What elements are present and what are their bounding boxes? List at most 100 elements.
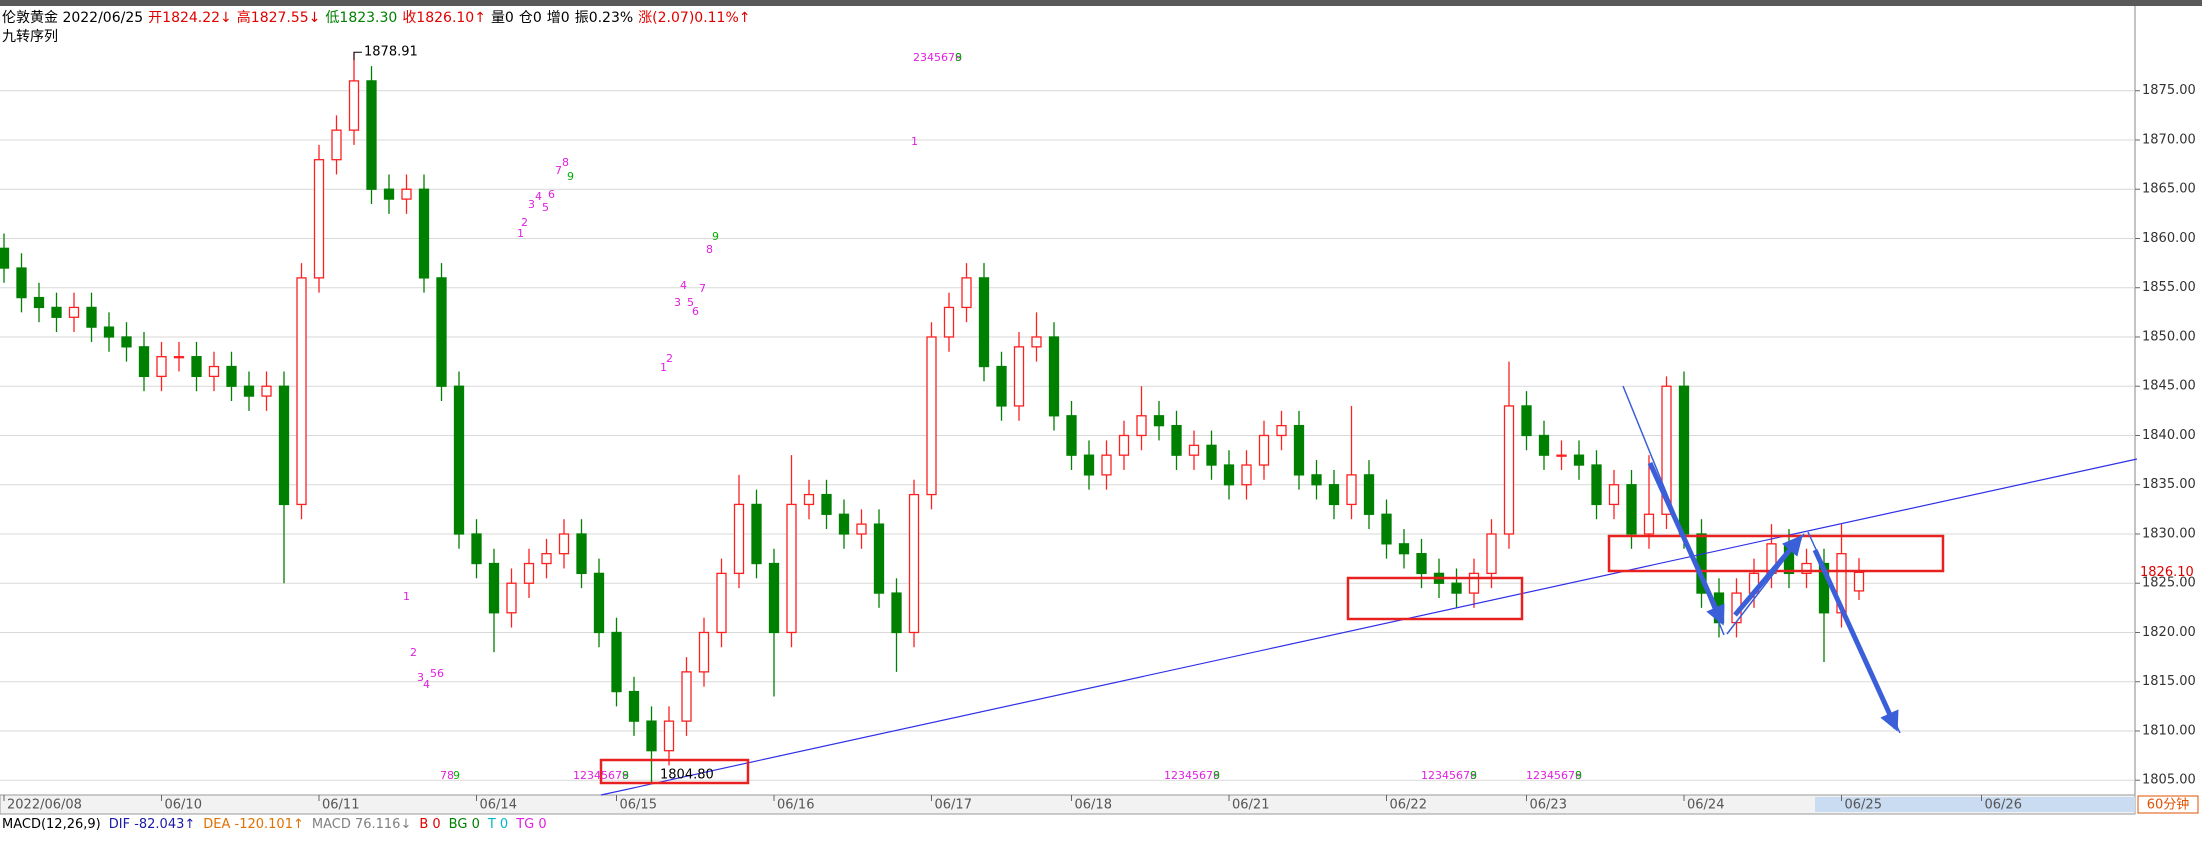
x-tick-label: 06/25 — [1845, 798, 1882, 813]
y-tick-label: 1865.00 — [2142, 182, 2196, 197]
y-tick-label: 1855.00 — [2142, 280, 2196, 295]
low-label: 1804.80 — [660, 768, 714, 783]
signal-digit: 8 — [706, 243, 713, 256]
drawing-overlay — [599, 385, 2138, 796]
header: 伦敦黄金 2022/06/25 开1824.22↓ 高1827.55↓ 低1823.3… — [2, 9, 751, 26]
candle-body — [768, 562, 780, 634]
candle-body — [1486, 533, 1497, 575]
signal-digit: 3 — [674, 296, 681, 309]
candle-body — [523, 562, 535, 584]
date-highlight — [1815, 797, 2135, 812]
candle-body — [1083, 454, 1095, 476]
y-tick-label: 1805.00 — [2142, 773, 2196, 788]
candle-body — [1643, 513, 1655, 535]
y-tick-label: 1870.00 — [2142, 132, 2196, 147]
candle-body — [698, 631, 710, 673]
signal-digit: 2345678 — [913, 51, 962, 64]
candle-body — [1556, 454, 1567, 457]
signal-digit: 7 — [699, 282, 706, 295]
indicator-segment: B 0 — [419, 817, 440, 832]
candle-body — [663, 720, 675, 752]
candle-body — [628, 690, 640, 722]
candle-body — [1451, 582, 1462, 594]
candle-body — [1853, 571, 1865, 592]
indicator-segment: TG 0 — [515, 817, 546, 832]
x-tick-label: 06/22 — [1390, 798, 1427, 813]
candle-body — [996, 365, 1007, 407]
top-bar — [0, 0, 2202, 6]
signal-digit: 4 — [423, 678, 430, 691]
candle-body — [1241, 464, 1252, 486]
candle-body — [348, 80, 360, 131]
candle-body — [838, 513, 850, 535]
candle-body — [803, 493, 815, 506]
date-axis — [0, 794, 2136, 815]
signal-digit: 5 — [687, 296, 694, 309]
x-tick-label: 06/10 — [165, 798, 202, 813]
candle-body — [908, 493, 920, 634]
candle-body — [1311, 474, 1322, 486]
signal-digit: 7 — [555, 164, 562, 177]
period: 60分钟 — [2147, 797, 2190, 813]
candle-body — [1258, 434, 1270, 466]
candle-body — [593, 572, 605, 634]
candle-body — [103, 326, 115, 338]
y-tick-label: 1810.00 — [2142, 723, 2196, 738]
signal-digit: 4 — [680, 279, 687, 292]
x-tick-label: 06/17 — [935, 798, 972, 813]
header-segment: 高1827.55↓ — [237, 9, 321, 26]
candle-body — [68, 306, 80, 318]
candle-body — [1276, 424, 1287, 437]
indicator-segment: MACD 76.116↓ — [312, 817, 411, 832]
candle-body — [681, 671, 692, 722]
candle-body — [1101, 454, 1112, 476]
signal-digit: 12345678 — [1421, 769, 1477, 782]
candle-body — [471, 533, 482, 565]
subtitle: 九转序列 — [2, 29, 58, 45]
candle-body — [278, 385, 290, 506]
signal-digit: 5 — [542, 201, 549, 214]
period-box — [2137, 795, 2199, 814]
candle-body — [506, 582, 517, 614]
x-tick-label: 06/18 — [1075, 798, 1112, 813]
signal-digit: 3 — [528, 198, 535, 211]
arrow — [1812, 548, 1899, 732]
signal-digit: 1 — [517, 227, 524, 240]
header-segment: 开1824.22↓ — [148, 10, 232, 26]
candle-body — [138, 346, 150, 378]
signal-digit: 2 — [410, 646, 417, 659]
candle-body — [1468, 572, 1480, 594]
indicator-line: MACD(12,26,9) DIF -82.043↑ DEA -120.101↑ MA… — [2, 817, 547, 832]
candle-body — [313, 159, 325, 279]
candle-body — [418, 188, 430, 279]
box — [599, 758, 750, 785]
candle-body — [1206, 444, 1217, 466]
candle-body — [488, 562, 500, 614]
header-segment: 增0 — [547, 10, 570, 26]
y-tick-label: 1835.00 — [2142, 477, 2196, 492]
candle-body — [541, 553, 552, 565]
candle-body — [1416, 553, 1427, 575]
y-tick-label: 1875.00 — [2142, 83, 2196, 98]
candle-body — [943, 306, 955, 338]
candle-body — [1293, 424, 1305, 476]
candle-body — [331, 129, 342, 161]
candle-body — [33, 296, 45, 309]
x-tick-label: 06/15 — [620, 798, 657, 813]
x-tick-label: 06/23 — [1530, 798, 1567, 813]
label-layer: 1805.00 1810.00 1815.00 1820.00 1825.00 1830.… — [3, 45, 2196, 813]
candle-body — [1538, 434, 1550, 456]
candle-body — [1153, 415, 1165, 427]
x-tick-label: 2022/06/08 — [7, 798, 82, 813]
candle-body — [1118, 434, 1130, 456]
candle-body — [1503, 405, 1515, 535]
indicator-segment: BG 0 — [449, 817, 480, 832]
candle-body — [1573, 454, 1585, 466]
high-marker — [353, 51, 362, 61]
candle-body — [786, 503, 797, 634]
candle-body — [383, 188, 395, 200]
candle-body — [873, 523, 885, 594]
high-label: 1878.91 — [364, 45, 418, 60]
signal-digit: 9 — [453, 769, 460, 782]
signal-digit: 78 — [440, 769, 454, 782]
